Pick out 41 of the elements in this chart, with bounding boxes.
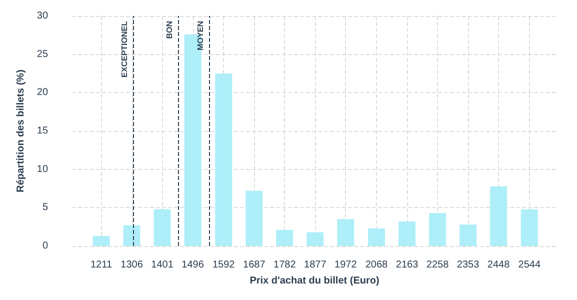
bar (368, 228, 385, 246)
x-tick-label: 2258 (426, 260, 450, 270)
x-axis-title: Prix d'achat du billet (Euro) (250, 276, 380, 286)
bar (123, 225, 140, 246)
x-tick-label: 2353 (456, 260, 480, 270)
bar (276, 230, 294, 246)
y-tick-label: 25 (36, 48, 48, 60)
y-axis-title: Répartition des billets (%) (16, 70, 26, 192)
x-tick-label: 1972 (334, 260, 358, 270)
x-tick-label: 1306 (120, 260, 144, 270)
x-tick-label: 1592 (212, 260, 236, 270)
x-tick-label: 1211 (90, 260, 112, 270)
y-tick-label: 30 (36, 10, 48, 22)
bar (490, 186, 508, 246)
ref-line-label: EXCEPTIONEL (120, 20, 130, 78)
bar (246, 190, 263, 246)
bar (154, 209, 171, 246)
bar (460, 224, 477, 246)
x-tick-label: 1687 (243, 260, 266, 270)
y-tick-label: 10 (36, 164, 48, 175)
bar (398, 221, 416, 246)
bar (92, 236, 110, 246)
bar (215, 74, 232, 246)
y-tick-label: 20 (36, 87, 48, 98)
x-tick-label: 1877 (304, 260, 327, 270)
ref-line-label: BON (165, 20, 174, 39)
y-tick-label: 5 (42, 202, 48, 214)
bar (337, 219, 354, 246)
x-tick-label: 2544 (518, 260, 541, 270)
y-tick-label: 15 (36, 126, 48, 136)
x-tick-label: 1401 (151, 260, 174, 270)
ref-line-label: MOYEN (196, 20, 205, 50)
x-tick-label: 1496 (182, 260, 204, 270)
y-tick-label: 0 (42, 240, 48, 252)
x-tick-label: 2163 (396, 260, 419, 270)
bar (429, 213, 446, 246)
bar (520, 209, 538, 246)
x-tick-label: 2448 (487, 260, 510, 270)
bar (306, 232, 324, 246)
x-tick-label: 2068 (365, 260, 388, 270)
x-tick-label: 1782 (274, 260, 296, 270)
